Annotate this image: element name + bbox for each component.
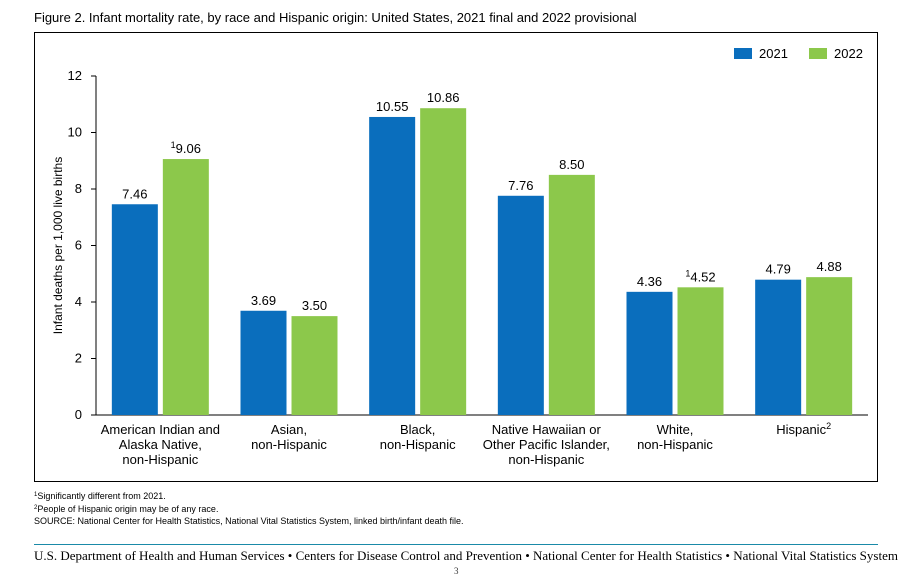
y-tick-label: 4 — [75, 294, 82, 309]
data-label: 10.55 — [376, 99, 409, 114]
bar-2022 — [162, 159, 209, 415]
legend-swatch-2022 — [809, 48, 827, 59]
bar-2022 — [291, 316, 338, 415]
x-tick-label: Black, non-Hispanic — [380, 422, 456, 452]
y-tick-label: 10 — [68, 125, 82, 140]
footnote-1: 1Significantly different from 2021. — [34, 489, 464, 502]
y-axis-label: Infant deaths per 1,000 live births — [51, 157, 65, 334]
bar-2022 — [806, 277, 853, 415]
footnote-2-text: People of Hispanic origin may be of any … — [37, 504, 219, 514]
y-tick-label: 12 — [68, 68, 82, 83]
data-label: 8.50 — [559, 157, 584, 172]
data-label: 14.52 — [685, 268, 715, 284]
y-tick-label: 8 — [75, 181, 82, 196]
y-tick-label: 2 — [75, 351, 82, 366]
source-note: SOURCE: National Center for Health Stati… — [34, 516, 464, 526]
legend-swatch-2021 — [734, 48, 752, 59]
footnote-1-text: Significantly different from 2021. — [37, 491, 166, 501]
data-label: 19.06 — [171, 140, 201, 156]
bar-2021 — [497, 195, 544, 415]
data-label: 4.88 — [817, 259, 842, 274]
y-tick-label: 6 — [75, 238, 82, 253]
bar-2021 — [626, 291, 673, 415]
chart-frame — [34, 32, 878, 482]
data-label: 7.76 — [508, 178, 533, 193]
footnote-1-marker: 1 — [34, 492, 38, 498]
bar-2022 — [420, 108, 467, 415]
footnote-2: 2People of Hispanic origin may be of any… — [34, 502, 464, 515]
x-tick-label: White, non-Hispanic — [637, 422, 713, 452]
bar-2021 — [240, 310, 287, 415]
data-label: 4.36 — [637, 274, 662, 289]
data-label: 7.46 — [122, 186, 147, 201]
footnotes: 1Significantly different from 2021. 2Peo… — [34, 489, 464, 527]
page-number: 3 — [454, 566, 459, 576]
legend-label: 2021 — [759, 46, 788, 61]
data-label: 3.50 — [302, 298, 327, 313]
x-tick-label: Asian, non-Hispanic — [251, 422, 327, 452]
footnote-2-marker: 2 — [34, 505, 38, 511]
bar-2022 — [548, 174, 595, 415]
x-tick-label: Native Hawaiian or Other Pacific Islander… — [483, 422, 610, 467]
bar-2021 — [755, 279, 802, 415]
legend-label: 2022 — [834, 46, 863, 61]
footer-credit: U.S. Department of Health and Human Serv… — [34, 544, 898, 565]
data-label: 10.86 — [427, 90, 460, 105]
bar-2022 — [677, 287, 724, 415]
figure-title: Figure 2. Infant mortality rate, by race… — [34, 10, 637, 25]
bar-chart: 0 2 4 6 8 10 12 Infant deaths per 1,000 live bi… — [51, 46, 868, 467]
x-tick-label: American Indian and Alaska Native, non-His… — [101, 422, 220, 467]
bar-2021 — [369, 116, 416, 416]
data-label: 3.69 — [251, 293, 276, 308]
x-tick-label: Hispanic2 — [776, 421, 831, 437]
y-tick-label: 0 — [75, 407, 82, 422]
bar-2021 — [111, 204, 158, 415]
data-label: 4.79 — [766, 262, 791, 277]
